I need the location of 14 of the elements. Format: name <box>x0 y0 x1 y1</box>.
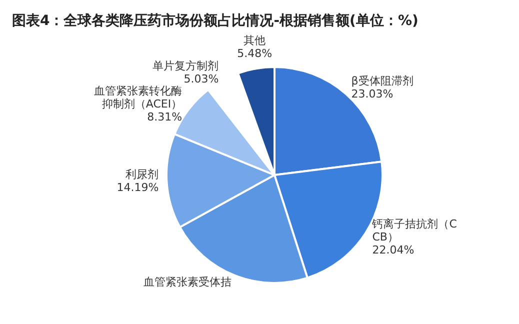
slice-label: β受体阻滞剂 <box>351 74 414 88</box>
data-label: 14.19% <box>116 181 159 194</box>
slice-label: 利尿剂 <box>126 168 159 182</box>
slice-label: 其他 <box>244 34 266 48</box>
chart-title: 图表4：全球各类降压药市场份额占比情况-根据销售额(单位：%) <box>11 12 420 31</box>
slice-label: 单片复方制剂 <box>152 60 219 73</box>
slice-label: 血管紧张素转化酶抑制剂（ACEI） <box>94 84 182 111</box>
data-label: 22.04% <box>372 243 414 256</box>
data-label: 23.03% <box>351 87 394 100</box>
data-label: 5.48% <box>237 47 272 60</box>
data-label: 8.31% <box>147 110 182 124</box>
slice-label: 血管紧张素受体拮 <box>144 276 232 289</box>
slice-label: 钙离子拮抗剂（CCB） <box>371 217 458 244</box>
data-label: 5.03% <box>184 72 219 86</box>
